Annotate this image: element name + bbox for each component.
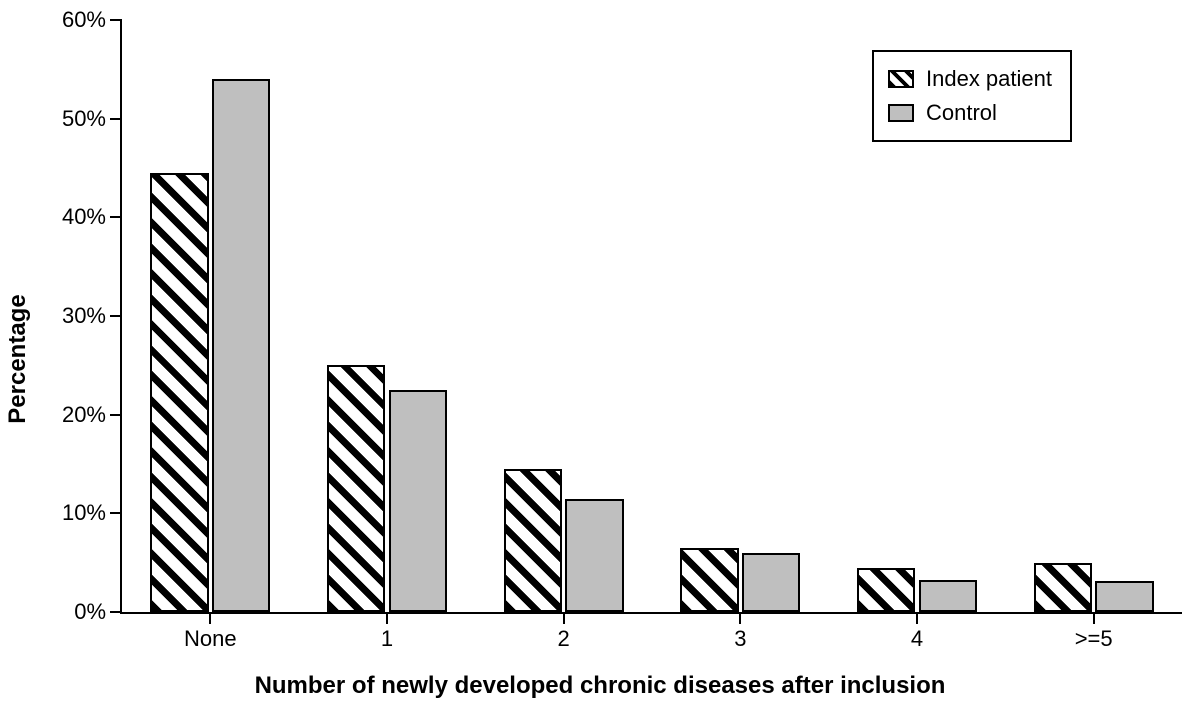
- y-tick-label: 20%: [62, 402, 106, 428]
- bar-index: [327, 365, 385, 612]
- legend-swatch-index: [888, 70, 914, 88]
- y-tick-label: 0%: [74, 599, 106, 625]
- y-tick: [110, 19, 122, 21]
- y-tick-label: 50%: [62, 106, 106, 132]
- x-tick: [209, 612, 211, 624]
- y-tick: [110, 118, 122, 120]
- legend-item-control: Control: [888, 96, 1052, 130]
- bar-index: [1034, 563, 1092, 612]
- x-tick-label: 4: [911, 626, 923, 652]
- legend-swatch-control: [888, 104, 914, 122]
- x-tick: [563, 612, 565, 624]
- bar-index: [857, 568, 915, 612]
- legend-label-control: Control: [926, 100, 997, 126]
- x-tick-label: 3: [734, 626, 746, 652]
- x-tick-label: >=5: [1075, 626, 1113, 652]
- y-axis-label: Percentage: [4, 294, 32, 423]
- y-tick-label: 30%: [62, 303, 106, 329]
- x-tick: [916, 612, 918, 624]
- bar-index: [680, 548, 738, 612]
- bar-index: [150, 173, 208, 612]
- y-tick-label: 60%: [62, 7, 106, 33]
- bar-control: [919, 580, 977, 612]
- x-tick-label: None: [184, 626, 237, 652]
- y-tick: [110, 611, 122, 613]
- x-tick: [739, 612, 741, 624]
- bar-index: [504, 469, 562, 612]
- bar-control: [742, 553, 800, 612]
- y-tick-label: 10%: [62, 500, 106, 526]
- x-tick-label: 1: [381, 626, 393, 652]
- plot-area: Index patient Control 0%10%20%30%40%50%6…: [120, 20, 1182, 614]
- y-tick: [110, 315, 122, 317]
- y-tick-label: 40%: [62, 204, 106, 230]
- x-tick: [1093, 612, 1095, 624]
- x-tick: [386, 612, 388, 624]
- bar-control: [565, 499, 623, 612]
- y-tick: [110, 414, 122, 416]
- chart-container: Percentage Index patient Control 0%10%20…: [0, 0, 1200, 718]
- bar-control: [1095, 581, 1153, 612]
- bar-control: [212, 79, 270, 612]
- legend-label-index: Index patient: [926, 66, 1052, 92]
- legend-item-index: Index patient: [888, 62, 1052, 96]
- y-tick: [110, 512, 122, 514]
- x-tick-label: 2: [558, 626, 570, 652]
- x-axis-label: Number of newly developed chronic diseas…: [0, 672, 1200, 700]
- y-tick: [110, 216, 122, 218]
- legend: Index patient Control: [872, 50, 1072, 142]
- bar-control: [389, 390, 447, 612]
